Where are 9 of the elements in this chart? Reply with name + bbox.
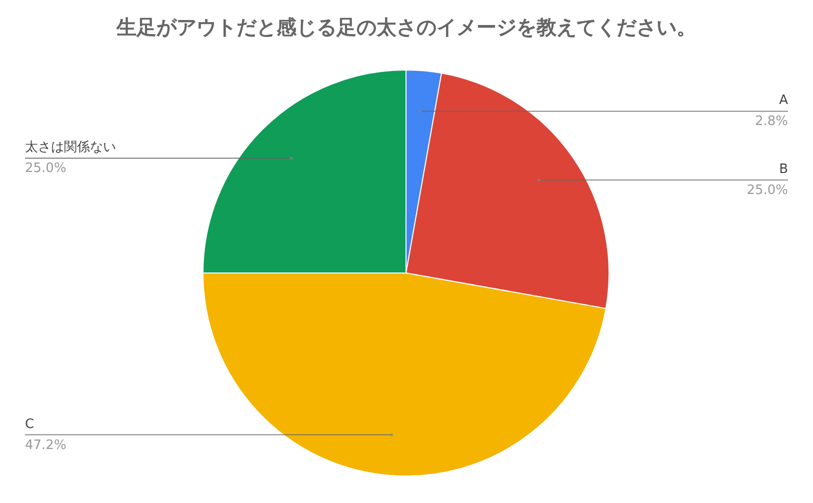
chart-title: 生足がアウトだと感じる足の太さのイメージを教えてください。 xyxy=(116,15,696,39)
slice-label: B xyxy=(779,162,788,178)
slice-label: C xyxy=(25,416,34,432)
slice-label: 太さは関係ない xyxy=(25,140,116,156)
data-label: 25.0% xyxy=(25,161,66,176)
data-label: 25.0% xyxy=(746,183,788,198)
data-label: 2.8% xyxy=(754,114,788,130)
data-label: 47.2% xyxy=(25,438,66,453)
slice-label: A xyxy=(779,93,788,108)
